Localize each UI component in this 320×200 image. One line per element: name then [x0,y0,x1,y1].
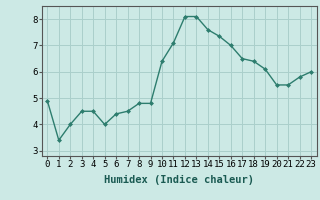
X-axis label: Humidex (Indice chaleur): Humidex (Indice chaleur) [104,175,254,185]
